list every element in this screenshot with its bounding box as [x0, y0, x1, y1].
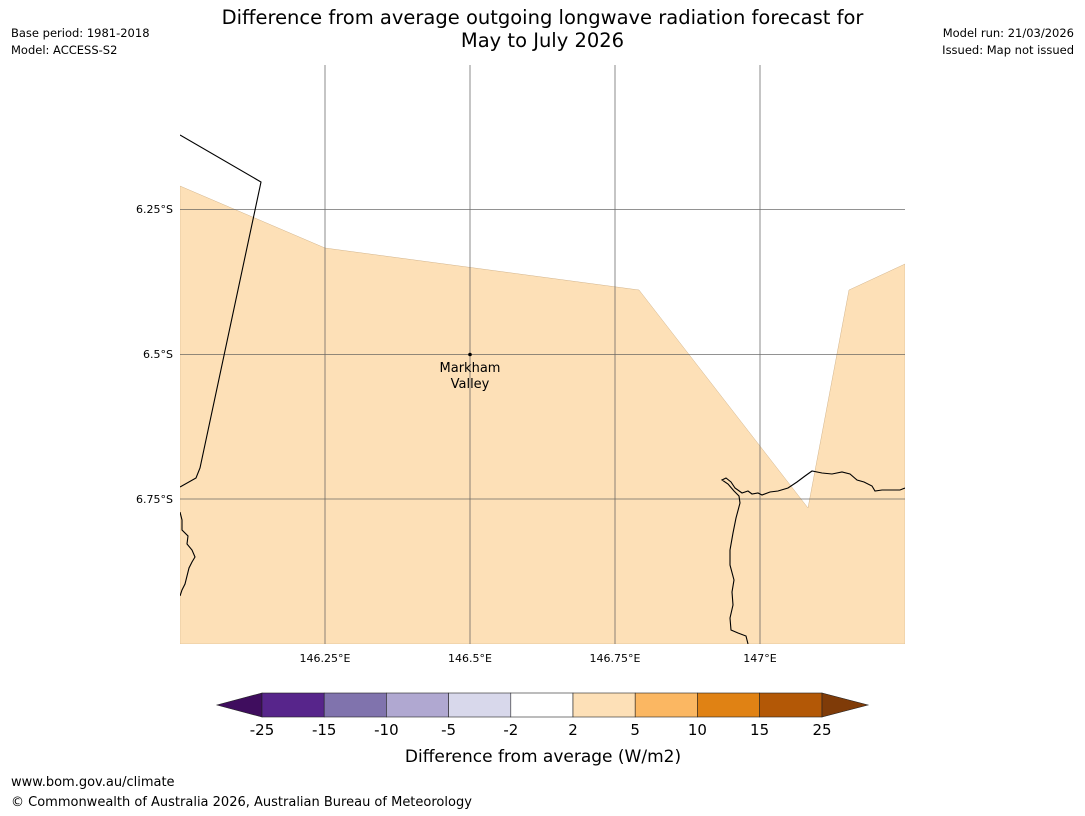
colorbar	[215, 692, 870, 718]
river-coastline-east	[720, 470, 905, 644]
colorbar-segment	[510, 692, 574, 718]
meta-right: Model run: 21/03/2026 Issued: Map not is…	[942, 25, 1074, 59]
lon-tick-label: 147°E	[743, 652, 776, 665]
colorbar-tick-label: -25	[250, 721, 275, 739]
place-marker	[468, 352, 472, 357]
coastline-west	[180, 511, 196, 597]
place-label-line1: Markham	[440, 361, 501, 376]
issued-status: Issued: Map not issued	[942, 43, 1074, 57]
colorbar-extend-low	[215, 692, 263, 718]
colorbar-tick-label: 10	[688, 721, 707, 739]
colorbar-segment	[261, 692, 325, 718]
title-line-2: May to July 2026	[460, 29, 625, 52]
map-area	[180, 65, 905, 644]
colorbar-segment	[759, 692, 823, 718]
colorbar-title: Difference from average (W/m2)	[405, 747, 681, 767]
colorbar-segment	[323, 692, 387, 718]
lat-tick-label: 6.75°S	[136, 493, 173, 506]
colorbar-tick-label: -15	[312, 721, 337, 739]
colorbar-tick-label: 2	[568, 721, 578, 739]
footer-copyright: © Commonwealth of Australia 2026, Austra…	[11, 795, 472, 810]
meta-left: Base period: 1981-2018 Model: ACCESS-S2	[11, 25, 150, 59]
colorbar-tick-label: 25	[812, 721, 831, 739]
colorbar-segment	[448, 692, 512, 718]
base-period: Base period: 1981-2018	[11, 26, 150, 40]
model-run: Model run: 21/03/2026	[942, 26, 1074, 40]
anomaly-fill-region	[180, 185, 905, 644]
colorbar-segment	[697, 692, 760, 718]
lon-tick-label: 146.5°E	[448, 652, 492, 665]
graticule	[180, 65, 905, 644]
colorbar-tick-label: -2	[503, 721, 518, 739]
province-boundary	[180, 134, 262, 488]
map-title: Difference from average outgoing longwav…	[0, 6, 1085, 52]
lon-tick-label: 146.25°E	[300, 652, 351, 665]
title-line-1: Difference from average outgoing longwav…	[221, 6, 864, 29]
colorbar-segment	[572, 692, 636, 718]
colorbar-tick-label: 5	[630, 721, 640, 739]
colorbar-segment	[386, 692, 449, 718]
colorbar-segment	[634, 692, 698, 718]
lon-tick-label: 146.75°E	[590, 652, 641, 665]
colorbar-tick-label: -10	[374, 721, 399, 739]
place-label-line2: Valley	[451, 377, 490, 392]
lat-tick-label: 6.25°S	[136, 203, 173, 216]
footer-url[interactable]: www.bom.gov.au/climate	[11, 775, 175, 790]
colorbar-tick-label: 15	[750, 721, 769, 739]
colorbar-extend-high	[821, 692, 870, 718]
model-name: Model: ACCESS-S2	[11, 43, 118, 57]
colorbar-tick-label: -5	[441, 721, 456, 739]
lat-tick-label: 6.5°S	[143, 348, 173, 361]
